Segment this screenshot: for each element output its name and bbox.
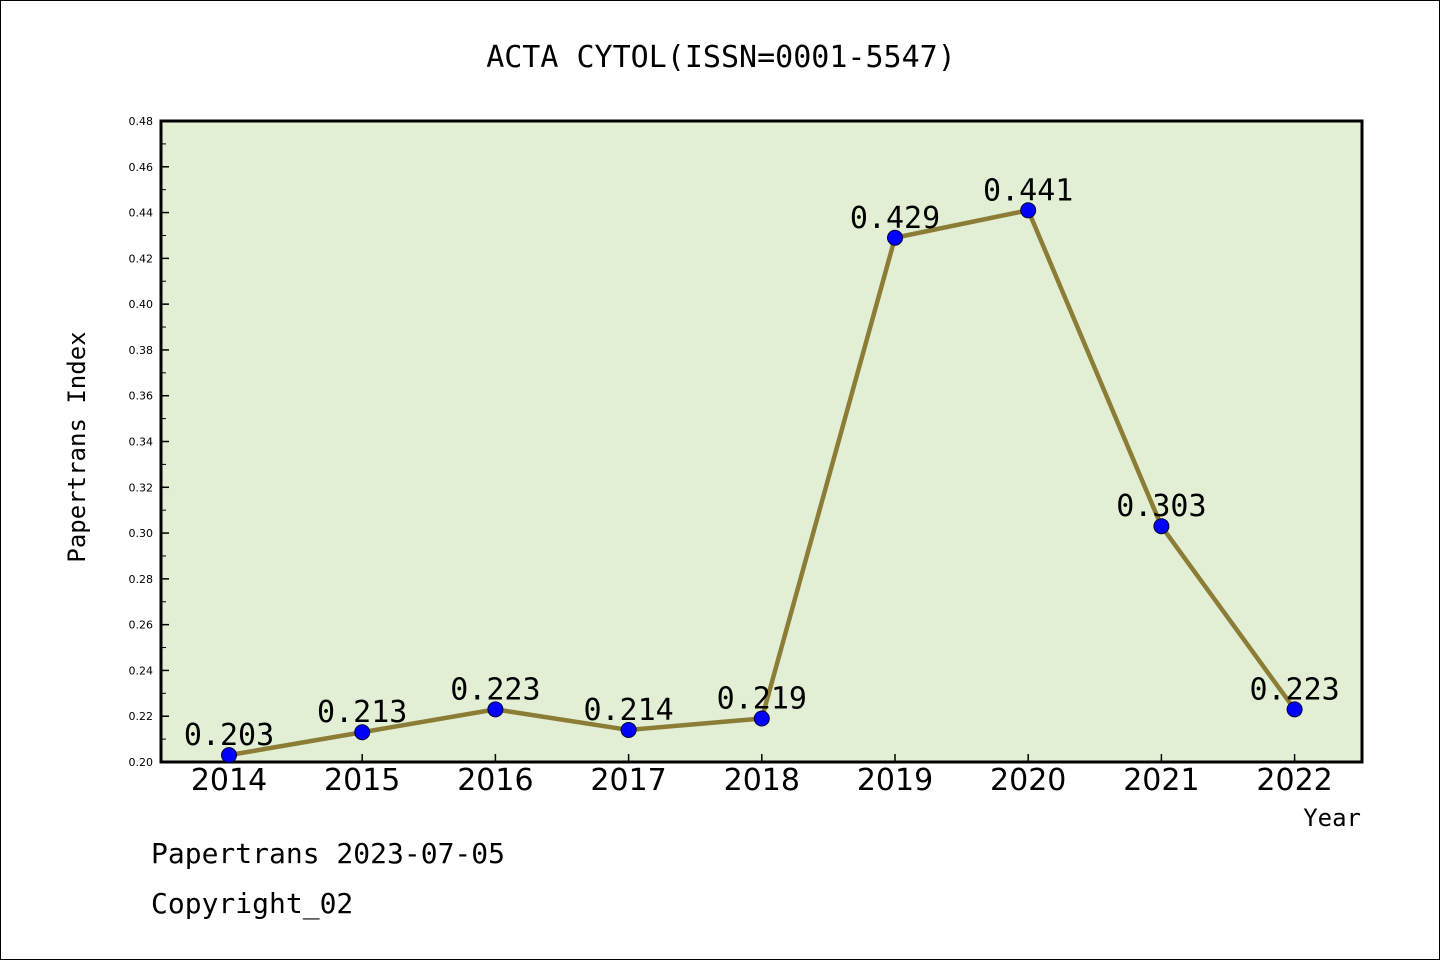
y-tick-label: 0.28 [129, 573, 154, 586]
x-tick-label: 2020 [990, 763, 1066, 798]
y-tick-label: 0.38 [129, 344, 154, 357]
x-tick-label: 2019 [857, 763, 933, 798]
y-axis-label: Papertrans Index [63, 331, 91, 562]
y-tick-label: 0.48 [129, 115, 154, 128]
data-point-marker [753, 710, 770, 727]
footer-copyright-text: Copyright_02 [151, 887, 354, 920]
x-axis: 2014 2015 2016 2017 2018 2019 2020 2021 2022 [191, 754, 1333, 798]
x-tick-label: 2015 [324, 763, 400, 798]
y-tick-label: 0.26 [129, 619, 154, 632]
x-tick-label: 2022 [1256, 763, 1332, 798]
y-tick-label: 0.36 [129, 390, 154, 403]
x-tick-label: 2016 [457, 763, 533, 798]
x-tick-label: 2014 [191, 763, 267, 798]
y-tick-label: 0.30 [129, 527, 154, 540]
data-label: 0.213 [317, 695, 407, 730]
x-tick-label: 2018 [724, 763, 800, 798]
data-point-marker [1020, 202, 1037, 219]
x-tick-label: 2021 [1123, 763, 1199, 798]
y-tick-label: 0.46 [129, 161, 154, 174]
data-point-marker [221, 747, 237, 764]
y-axis: 0.20 0.22 0.24 0.26 0.28 0.30 0.32 0.34 0.36 0.38… [129, 115, 169, 769]
data-label: 0.219 [717, 682, 807, 717]
chart-title: ACTA CYTOL(ISSN=0001-5547) [486, 40, 956, 75]
data-label: 0.223 [1249, 672, 1339, 707]
data-point-marker [1286, 701, 1303, 718]
y-tick-label: 0.34 [129, 436, 154, 449]
data-label: 0.203 [184, 718, 274, 753]
data-point-marker [620, 721, 637, 738]
y-tick-label: 0.44 [129, 207, 154, 220]
plot-area [159, 119, 1364, 764]
data-label: 0.223 [450, 672, 540, 707]
y-tick-label: 0.42 [129, 252, 154, 265]
data-point-marker [887, 229, 903, 246]
data-label: 0.429 [850, 201, 940, 236]
data-label: 0.441 [983, 173, 1073, 208]
y-tick-label: 0.32 [129, 481, 154, 494]
footer-date-text: Papertrans 2023-07-05 [151, 837, 506, 870]
data-label: 0.303 [1116, 489, 1206, 524]
data-point-marker [354, 724, 371, 741]
data-point-marker [487, 701, 504, 718]
x-tick-label: 2017 [590, 763, 666, 798]
y-tick-label: 0.20 [129, 756, 154, 769]
y-tick-label: 0.24 [129, 664, 154, 677]
data-point-marker [1153, 518, 1170, 535]
y-tick-label: 0.40 [129, 298, 154, 311]
x-axis-label: Year [1303, 804, 1361, 832]
data-label: 0.214 [583, 693, 673, 728]
series-layer: 0.203 0.213 0.223 0.214 0.219 0.429 0.441 0.303… [184, 173, 1340, 764]
y-tick-label: 0.22 [129, 710, 154, 723]
